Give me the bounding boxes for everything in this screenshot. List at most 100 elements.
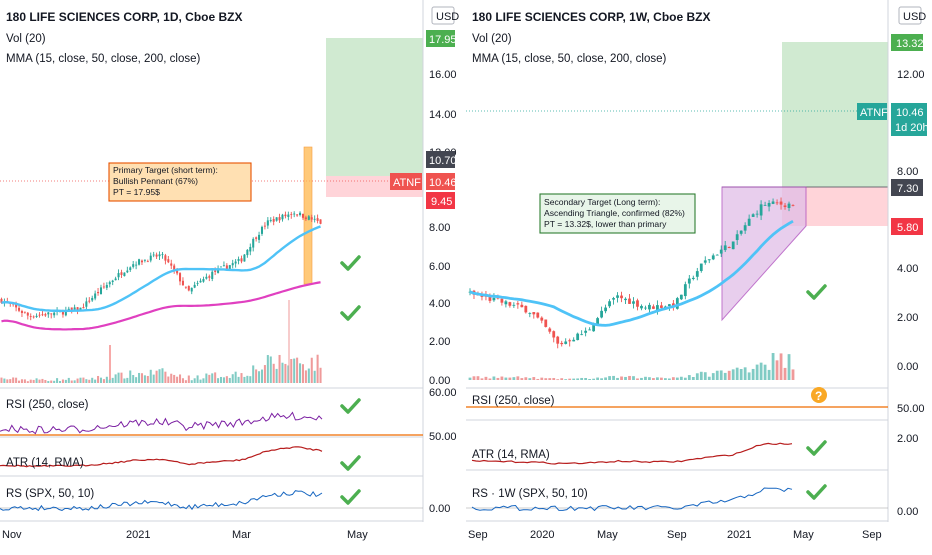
right-ma-50-line <box>469 219 794 327</box>
volume-bar <box>23 379 26 383</box>
volume-bar <box>504 377 508 380</box>
candle-body <box>313 218 316 220</box>
candle-body <box>516 303 520 305</box>
candle-body <box>214 270 217 272</box>
volume-bar <box>755 364 759 380</box>
right-annotation-line-3: PT = 13.32$, lower than primary <box>544 219 667 229</box>
volume-bar <box>775 360 779 380</box>
right-last-price-text: 10.46 <box>896 107 924 119</box>
volume-bar <box>564 379 568 380</box>
right-price-tick-2: 2.00 <box>897 312 918 324</box>
volume-bar <box>313 370 316 383</box>
volume-bar <box>85 379 88 383</box>
left-ma-200-line <box>1 281 321 331</box>
right-vol-label: Vol (20) <box>472 33 512 45</box>
candle-body <box>50 313 53 315</box>
candle-body <box>88 300 91 302</box>
volume-bar <box>624 376 627 380</box>
candle-body <box>492 297 496 301</box>
candle-body <box>293 213 296 215</box>
volume-bar <box>58 380 62 383</box>
volume-bar <box>102 379 105 383</box>
left-rs-label: RS (SPX, 50, 10) <box>6 488 94 500</box>
candle-body <box>82 307 85 309</box>
volume-bar <box>99 377 103 383</box>
right-price-tick-8: 8.00 <box>897 166 918 178</box>
volume-bar <box>536 378 540 380</box>
right-check-icon-1 <box>806 284 827 300</box>
volume-bar <box>512 377 516 380</box>
candle-body <box>620 295 623 299</box>
candle-body <box>219 266 223 268</box>
volume-bar <box>699 371 703 380</box>
candle-body <box>616 295 619 298</box>
candle-body <box>263 225 266 227</box>
right-price-tick-12: 12.00 <box>897 69 925 81</box>
volume-bar <box>170 373 173 383</box>
candle-body <box>243 254 246 262</box>
volume-bar <box>703 372 707 380</box>
candle-body <box>691 277 695 279</box>
volume-bar <box>304 370 307 383</box>
volume-bar <box>488 378 492 380</box>
volume-bar <box>272 363 275 383</box>
candle-body <box>70 307 73 310</box>
candle-body <box>94 293 97 299</box>
volume-bar <box>97 375 100 383</box>
candle-body <box>679 294 683 300</box>
volume-bar <box>61 379 64 383</box>
volume-bar <box>120 372 123 383</box>
right-x-tick-sep2: Sep <box>667 529 687 541</box>
volume-bar <box>468 377 472 380</box>
candle-body <box>179 273 182 282</box>
candle-body <box>319 219 322 224</box>
volume-bar <box>158 369 161 383</box>
candle-body <box>628 298 631 304</box>
volume-bar <box>791 369 795 380</box>
candle-body <box>644 307 647 309</box>
candle-body <box>249 246 252 252</box>
candle-body <box>316 218 319 221</box>
candle-body <box>76 307 79 311</box>
volume-bar <box>41 378 44 383</box>
candle-body <box>656 305 659 311</box>
candle-body <box>155 254 158 257</box>
left-last-price-text: 10.46 <box>429 177 457 189</box>
candle-body <box>719 249 723 254</box>
left-entry-price-text: 10.70 <box>429 155 457 167</box>
volume-bar <box>284 363 287 383</box>
left-annotation-line-1: Primary Target (short term): <box>113 165 218 175</box>
candle-body <box>79 307 82 311</box>
candle-body <box>38 314 41 316</box>
volume-bar <box>544 378 548 380</box>
volume-bar <box>263 365 266 383</box>
volume-bar <box>94 379 97 383</box>
candle-body <box>140 260 143 263</box>
candle-body <box>211 271 214 279</box>
candle-body <box>149 255 152 261</box>
candle-body <box>675 298 679 309</box>
volume-bar <box>32 379 35 383</box>
left-rsi-label: RSI (250, close) <box>6 399 89 411</box>
candle-body <box>41 314 44 316</box>
volume-bar <box>199 379 202 383</box>
candle-body <box>600 310 603 318</box>
candle-body <box>751 214 755 217</box>
candle-body <box>540 317 544 321</box>
volume-bar <box>640 377 643 380</box>
volume-bar <box>278 354 281 383</box>
candle-body <box>500 298 504 303</box>
candle-body <box>512 304 516 306</box>
left-check-icon-1 <box>340 255 361 271</box>
volume-bar <box>612 375 615 380</box>
candle-body <box>26 312 29 316</box>
volume-bar <box>695 373 699 380</box>
volume-bar <box>237 376 240 383</box>
volume-bar <box>193 378 196 383</box>
left-ma-50-line <box>1 225 321 313</box>
right-check-icon-2 <box>806 440 827 456</box>
candle-body <box>269 220 272 222</box>
candle-body <box>560 342 564 345</box>
right-check-icon-3 <box>806 484 827 500</box>
